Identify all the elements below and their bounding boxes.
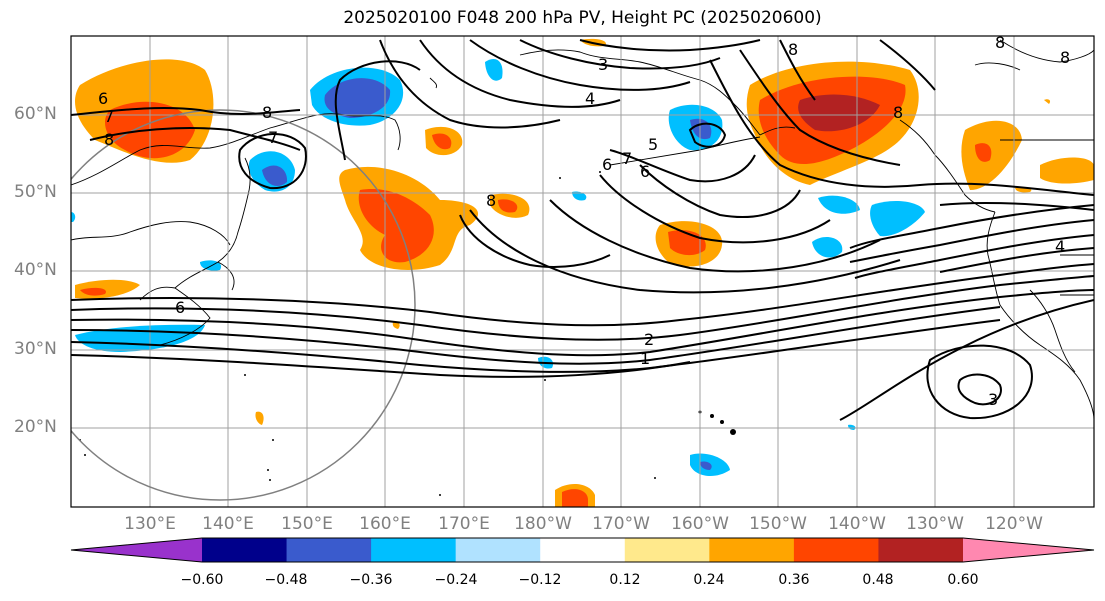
lat-label-60n: 60°N — [14, 104, 57, 124]
colorbar-segment — [371, 538, 457, 562]
contour-label: 8 — [788, 40, 798, 59]
height-contours — [71, 39, 1094, 421]
contour-label: 6 — [175, 298, 185, 317]
colorbar-tick-label: −0.12 — [518, 572, 562, 588]
colorbar-segment — [540, 538, 626, 562]
colorbar-segment — [709, 538, 795, 562]
contour-label: 7 — [622, 149, 632, 168]
lon-label: 130°E — [124, 514, 176, 534]
lon-label: 170°E — [438, 514, 490, 534]
colorbar-extend-high — [963, 538, 1094, 562]
colorbar-extend-low — [71, 538, 202, 562]
lon-label: 160°E — [359, 514, 411, 534]
contour-label: 1 — [640, 349, 650, 368]
contour-label: 6 — [98, 89, 108, 108]
contour-label: 5 — [648, 135, 658, 154]
lon-label: 140°E — [202, 514, 254, 534]
map-title: 2025020100 F048 200 hPa PV, Height PC (2… — [343, 8, 822, 28]
lat-label-20n: 20°N — [14, 417, 57, 437]
contour-label: 3 — [988, 390, 998, 409]
lon-label: 140°W — [828, 514, 886, 534]
lat-label-50n: 50°N — [14, 182, 57, 202]
contour-label: 8 — [486, 191, 496, 210]
pv-positive-anomalies — [75, 38, 1094, 507]
contour-label: 8 — [995, 33, 1005, 52]
lon-label: 150°W — [749, 514, 807, 534]
contour-label: 7 — [104, 107, 114, 126]
colorbar-tick-label: −0.60 — [180, 572, 224, 588]
colorbar-tick-label: 0.36 — [778, 572, 810, 588]
contour-label: 4 — [1055, 237, 1065, 256]
contour-label: 8 — [262, 103, 272, 122]
contour-label: 3 — [598, 55, 608, 74]
lon-label: 160°W — [671, 514, 729, 534]
colorbar-tick-label: −0.24 — [434, 572, 478, 588]
lon-label: 130°W — [906, 514, 964, 534]
map-frame — [70, 35, 1095, 508]
colorbar-tick-label: −0.48 — [264, 572, 308, 588]
lon-label: 150°E — [281, 514, 333, 534]
lon-label: 180°W — [514, 514, 572, 534]
range-circle — [71, 109, 416, 501]
coastlines — [71, 39, 1094, 421]
contour-label: 7 — [268, 128, 278, 147]
colorbar-tick-label: −0.36 — [349, 572, 393, 588]
colorbar-segment — [793, 538, 879, 562]
contour-label: 8 — [1060, 48, 1070, 67]
contour-label: 6 — [602, 155, 612, 174]
lat-label-40n: 40°N — [14, 260, 57, 280]
contour-label-group: 6 7 8 8 7 6 6 7 6 5 4 3 8 8 8 2 1 4 3 8 … — [98, 33, 1070, 409]
colorbar-tick-label: 0.24 — [693, 572, 725, 588]
colorbar-segment — [455, 538, 541, 562]
colorbar-tick-label: 0.48 — [862, 572, 894, 588]
lat-label-30n: 30°N — [14, 339, 57, 359]
colorbar-outline — [70, 537, 1095, 563]
colorbar — [70, 537, 1095, 563]
colorbar-tick-label: 0.12 — [609, 572, 641, 588]
colorbar-segment — [286, 538, 372, 562]
colorbar-segment — [202, 538, 288, 562]
colorbar-segment — [878, 538, 964, 562]
lon-label: 120°W — [985, 514, 1043, 534]
contour-label: 8 — [893, 103, 903, 122]
contour-label: 6 — [640, 162, 650, 181]
contour-label: 4 — [585, 89, 595, 108]
contour-label: 8 — [104, 130, 114, 149]
lon-label: 170°W — [592, 514, 650, 534]
contour-label: 2 — [644, 330, 654, 349]
colorbar-tick-label: 0.60 — [947, 572, 979, 588]
colorbar-segment — [624, 538, 710, 562]
